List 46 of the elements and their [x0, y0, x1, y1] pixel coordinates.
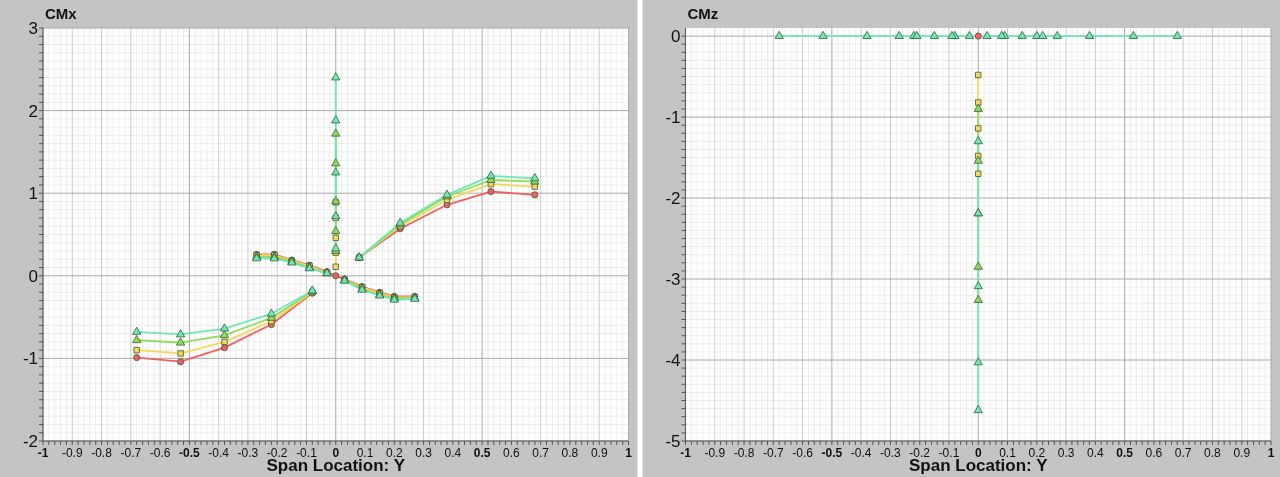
x-tick-label: -0.5 [821, 446, 843, 460]
x-tick-label: 0.8 [561, 446, 579, 460]
y-tick-label: -5 [665, 432, 681, 451]
x-tick-label: -0.9 [704, 446, 726, 460]
y-tick-label: -2 [22, 432, 38, 451]
x-tick-label: 0.4 [1087, 446, 1105, 460]
x-tick-label: -0.9 [61, 446, 83, 460]
x-tick-label: -0.4 [208, 446, 230, 460]
x-tick-label: 0.8 [1204, 446, 1222, 460]
x-tick-label: -0.5 [179, 446, 201, 460]
x-tick-label: -0.7 [120, 446, 142, 460]
x-tick-label: -0.6 [149, 446, 171, 460]
y-tick-label: 2 [28, 101, 38, 121]
chart-title: CMx [45, 5, 78, 22]
x-tick-label: -0.6 [792, 446, 814, 460]
x-tick-label: 0.3 [1057, 446, 1075, 460]
x-tick-label: 0.3 [415, 446, 433, 460]
x-tick-label: 0.5 [473, 446, 491, 460]
x-tick-label: 0.5 [1116, 446, 1134, 460]
chart-title: CMz [687, 5, 719, 22]
x-tick-label: -1 [37, 446, 49, 460]
y-tick-label: -2 [665, 189, 681, 209]
y-tick-label: -1 [665, 108, 681, 128]
x-tick-label: -0.7 [762, 446, 784, 460]
x-tick-label: 0.9 [1233, 446, 1251, 460]
x-tick-label: 0.6 [1145, 446, 1163, 460]
x-tick-label: -1 [680, 446, 692, 460]
x-tick-label: 0.6 [503, 446, 521, 460]
y-tick-label: 0 [28, 266, 38, 286]
x-tick-label: 0.7 [1174, 446, 1192, 460]
x-tick-label: 0.4 [444, 446, 462, 460]
x-tick-label: -0.8 [91, 446, 113, 460]
y-tick-label: -1 [22, 349, 38, 369]
y-tick-label: -4 [665, 351, 681, 371]
x-tick-label: 1 [1267, 446, 1275, 460]
x-tick-label: -0.4 [850, 446, 872, 460]
y-tick-label: 0 [671, 27, 681, 47]
x-tick-label: -0.8 [733, 446, 755, 460]
x-tick-label: 0.7 [532, 446, 550, 460]
x-tick-label: -0.3 [880, 446, 902, 460]
y-tick-label: 1 [28, 184, 38, 204]
y-tick-label: 3 [28, 19, 38, 38]
x-tick-label: 1 [625, 446, 633, 460]
x-tick-label: 0.9 [590, 446, 608, 460]
x-tick-label: -0.3 [237, 446, 259, 460]
y-tick-label: -3 [665, 270, 681, 290]
